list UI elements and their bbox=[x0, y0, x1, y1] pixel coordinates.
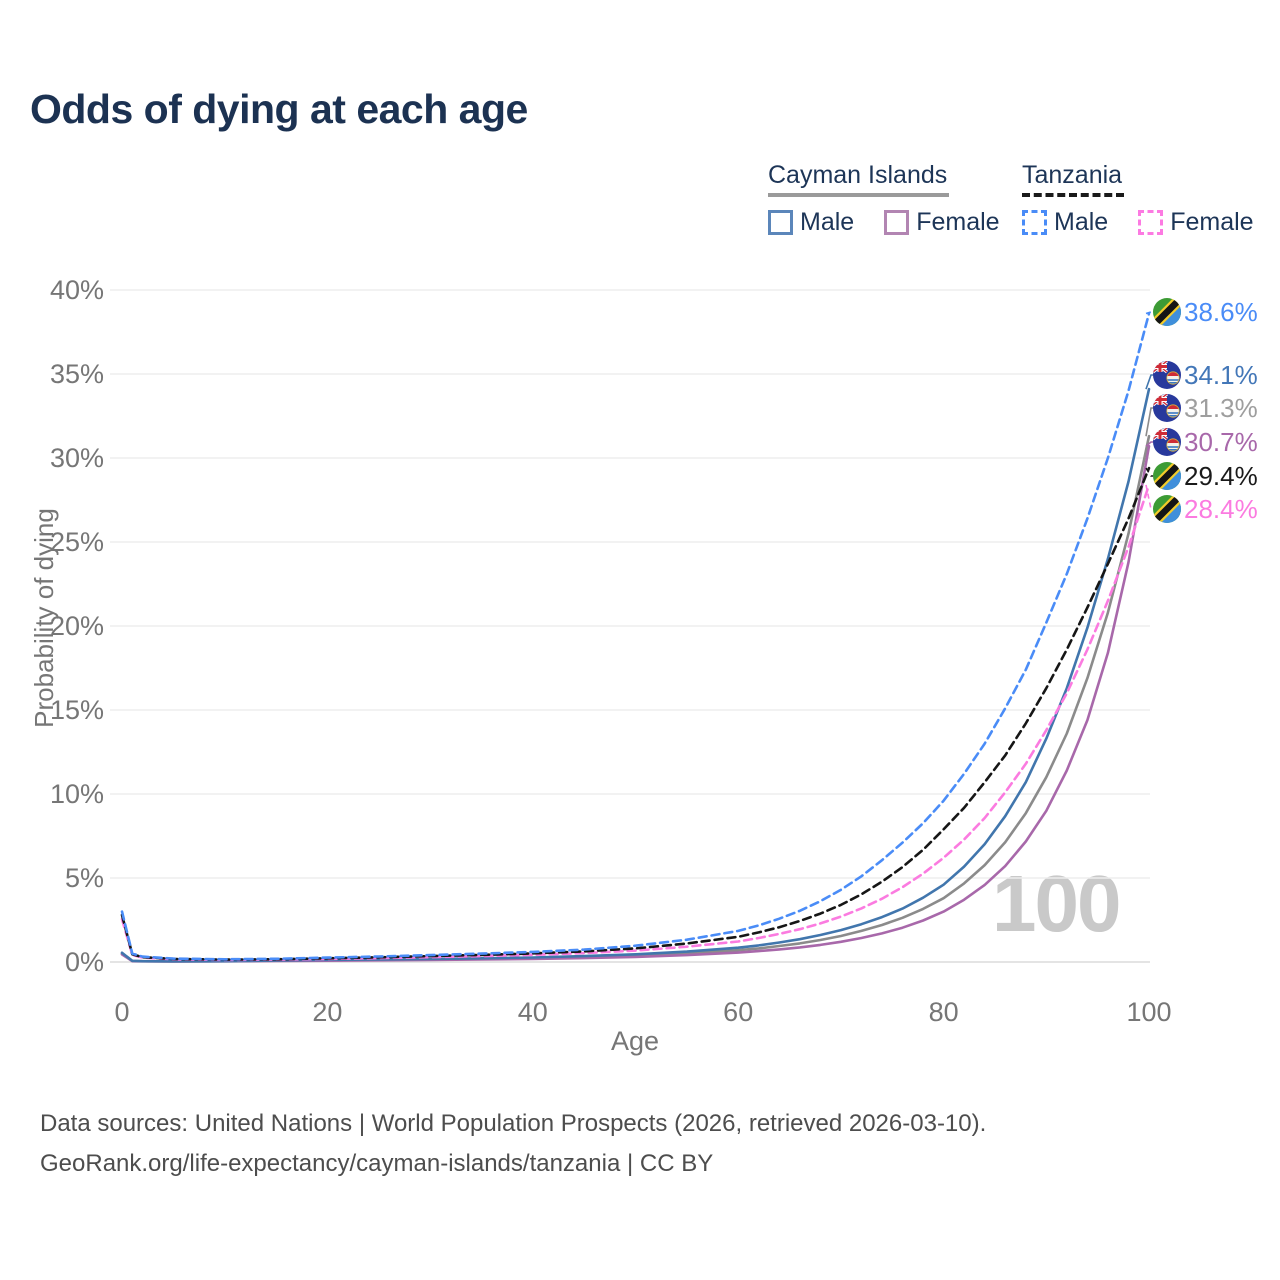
legend-label-cayman-male[interactable]: Male bbox=[800, 207, 855, 236]
tanzania-flag-icon bbox=[1153, 298, 1181, 326]
label-connector-cayman-islands-female bbox=[1145, 441, 1153, 447]
legend-group-cayman-islands: Cayman Islands Male Female bbox=[768, 161, 1000, 237]
label-connector-tanzania-total bbox=[1145, 467, 1153, 477]
y-tick-label: 20% bbox=[50, 611, 104, 641]
mortality-line-chart: 0% 5% 10% 15% 20% 25% 30% 35% 40% 0 20 40 60 80 100 31.… bbox=[50, 275, 1258, 1027]
footer-url-line: GeoRank.org/life-expectancy/cayman-islan… bbox=[40, 1150, 714, 1177]
x-tick-label: 0 bbox=[114, 997, 129, 1027]
line-cayman-islands-total bbox=[120, 434, 1151, 963]
legend-label-tanzania-female[interactable]: Female bbox=[1170, 207, 1254, 236]
end-label-tanzania-female: 28.4% bbox=[1184, 494, 1258, 524]
footer: Data sources: United Nations | World Pop… bbox=[40, 1104, 986, 1184]
label-connector-cayman-islands-male bbox=[1145, 374, 1153, 390]
y-tick-label: 10% bbox=[50, 779, 104, 809]
cayman-islands-flag-icon bbox=[1153, 361, 1181, 389]
footer-source-line: Data sources: United Nations | World Pop… bbox=[40, 1110, 987, 1137]
x-tick-label: 100 bbox=[1126, 997, 1171, 1027]
cayman-islands-flag-icon bbox=[1153, 394, 1181, 422]
end-label-tanzania-total: 29.4% bbox=[1184, 461, 1258, 491]
legend-label-cayman-female[interactable]: Female bbox=[916, 207, 1000, 236]
label-connector-tanzania-male bbox=[1145, 311, 1153, 315]
x-tick-label: 80 bbox=[929, 997, 959, 1027]
y-tick-label: 0% bbox=[65, 947, 104, 977]
label-connector-cayman-islands-total bbox=[1145, 407, 1153, 437]
y-tick-label: 15% bbox=[50, 695, 104, 725]
x-tick-label: 40 bbox=[518, 997, 548, 1027]
end-label-cayman-islands-total: 31.3% bbox=[1184, 393, 1258, 423]
y-axis-title: Probability of dying bbox=[29, 508, 59, 728]
line-tanzania-total bbox=[120, 466, 1151, 961]
line-tanzania-female bbox=[120, 483, 1151, 962]
tanzania-flag-icon bbox=[1153, 462, 1181, 490]
tanzania-flag-icon bbox=[1153, 495, 1181, 523]
legend-country-cayman-islands[interactable]: Cayman Islands bbox=[768, 161, 948, 189]
cayman-islands-flag-icon bbox=[1153, 428, 1181, 456]
y-tick-label: 25% bbox=[50, 527, 104, 557]
legend-underline-cayman-islands bbox=[768, 192, 949, 197]
legend-group-tanzania: Tanzania Male Female bbox=[1022, 161, 1254, 237]
x-tick-label: 20 bbox=[312, 997, 342, 1027]
y-tick-label: 5% bbox=[65, 863, 104, 893]
y-tick-label: 30% bbox=[50, 443, 104, 473]
line-cayman-islands-female bbox=[120, 444, 1151, 963]
legend-items-tanzania: Male Female bbox=[1022, 208, 1254, 237]
x-axis-title: Age bbox=[610, 1026, 660, 1056]
watermark-age-100: 100 bbox=[992, 859, 1121, 948]
legend-country-tanzania[interactable]: Tanzania bbox=[1022, 161, 1123, 189]
y-tick-label: 40% bbox=[50, 275, 104, 305]
legend: Cayman Islands Male Female Tanzania Male… bbox=[768, 161, 1280, 246]
end-label-tanzania-male: 38.6% bbox=[1184, 297, 1258, 327]
legend-swatch-tanzania-female[interactable] bbox=[1138, 209, 1164, 235]
x-tick-label: 60 bbox=[723, 997, 753, 1027]
legend-underline-tanzania bbox=[1022, 192, 1124, 197]
legend-swatch-tanzania-male[interactable] bbox=[1022, 209, 1047, 235]
legend-label-tanzania-male[interactable]: Male bbox=[1054, 207, 1109, 236]
label-connector-tanzania-female bbox=[1145, 484, 1153, 510]
legend-swatch-cayman-female[interactable] bbox=[884, 209, 910, 235]
y-tick-label: 35% bbox=[50, 359, 104, 389]
chart-title: Odds of dying at each age bbox=[30, 86, 528, 132]
end-label-cayman-islands-male: 34.1% bbox=[1184, 360, 1258, 390]
line-tanzania-male bbox=[120, 312, 1151, 961]
legend-items-cayman-islands: Male Female bbox=[768, 208, 1000, 237]
legend-swatch-cayman-male[interactable] bbox=[768, 209, 793, 235]
end-label-cayman-islands-female: 30.7% bbox=[1184, 427, 1258, 457]
